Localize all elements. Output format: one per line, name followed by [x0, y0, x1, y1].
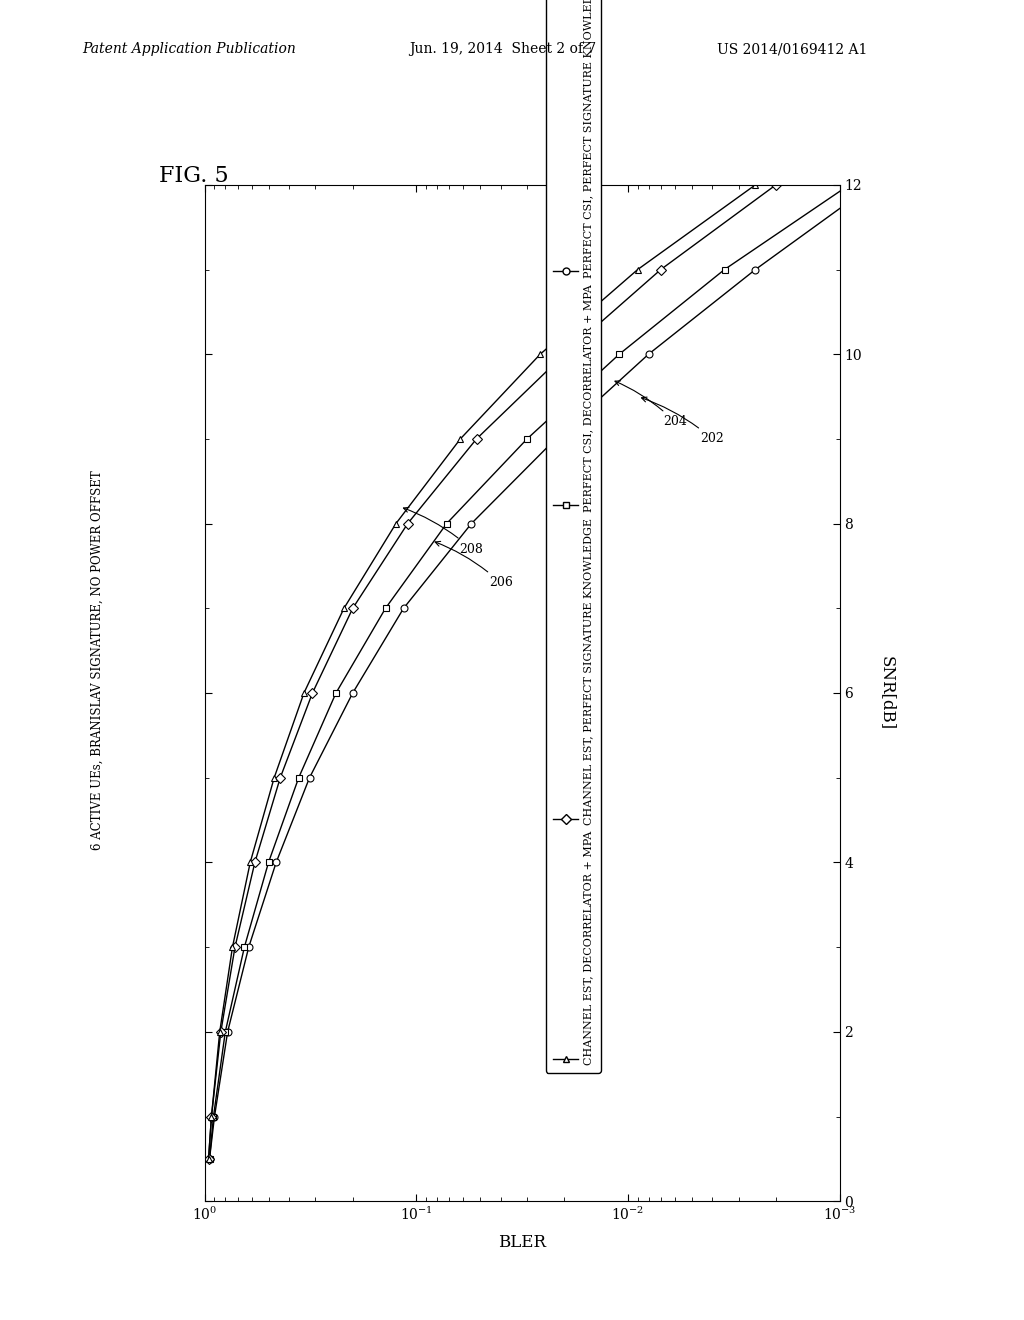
- PERFECT CSI, PERFECT SIGNATURE KNOWLEDGE: [303, 770, 315, 785]
- PERFECT CSI, PERFECT SIGNATURE KNOWLEDGE: [642, 346, 654, 362]
- Text: Jun. 19, 2014  Sheet 2 of 7: Jun. 19, 2014 Sheet 2 of 7: [410, 42, 597, 57]
- Text: 204: 204: [615, 381, 687, 429]
- Line: PERFECT CSI, PERFECT SIGNATURE KNOWLEDGE: PERFECT CSI, PERFECT SIGNATURE KNOWLEDGE: [206, 181, 876, 1163]
- PERFECT CSI, DECORRELATOR + MPA: [262, 854, 274, 870]
- Text: 6 ACTIVE UEs, BRANISLAV SIGNATURE, NO POWER OFFSET: 6 ACTIVE UEs, BRANISLAV SIGNATURE, NO PO…: [91, 470, 103, 850]
- PERFECT CSI, DECORRELATOR + MPA: [843, 177, 855, 193]
- Line: CHANNEL EST, PERFECT SIGNATURE KNOWLEDGE: CHANNEL EST, PERFECT SIGNATURE KNOWLEDGE: [205, 181, 779, 1163]
- Text: 206: 206: [435, 541, 513, 590]
- CHANNEL EST, DECORRELATOR + MPA: [226, 940, 239, 956]
- Text: 202: 202: [642, 397, 724, 445]
- PERFECT CSI, DECORRELATOR + MPA: [239, 940, 251, 956]
- PERFECT CSI, DECORRELATOR + MPA: [440, 516, 453, 532]
- PERFECT CSI, PERFECT SIGNATURE KNOWLEDGE: [465, 516, 477, 532]
- CHANNEL EST, PERFECT SIGNATURE KNOWLEDGE: [470, 430, 482, 446]
- Y-axis label: SNR[dB]: SNR[dB]: [879, 656, 896, 730]
- PERFECT CSI, DECORRELATOR + MPA: [204, 1151, 216, 1167]
- PERFECT CSI, DECORRELATOR + MPA: [719, 261, 731, 277]
- X-axis label: BLER: BLER: [499, 1234, 546, 1251]
- PERFECT CSI, PERFECT SIGNATURE KNOWLEDGE: [866, 177, 879, 193]
- CHANNEL EST, DECORRELATOR + MPA: [298, 685, 310, 701]
- CHANNEL EST, DECORRELATOR + MPA: [390, 516, 402, 532]
- CHANNEL EST, PERFECT SIGNATURE KNOWLEDGE: [558, 346, 570, 362]
- CHANNEL EST, PERFECT SIGNATURE KNOWLEDGE: [274, 770, 287, 785]
- PERFECT CSI, DECORRELATOR + MPA: [613, 346, 626, 362]
- CHANNEL EST, DECORRELATOR + MPA: [203, 1151, 215, 1167]
- PERFECT CSI, PERFECT SIGNATURE KNOWLEDGE: [221, 1024, 233, 1040]
- CHANNEL EST, PERFECT SIGNATURE KNOWLEDGE: [228, 940, 241, 956]
- PERFECT CSI, DECORRELATOR + MPA: [293, 770, 305, 785]
- Line: CHANNEL EST, DECORRELATOR + MPA: CHANNEL EST, DECORRELATOR + MPA: [205, 181, 759, 1163]
- PERFECT CSI, DECORRELATOR + MPA: [207, 1109, 219, 1125]
- Line: PERFECT CSI, DECORRELATOR + MPA: PERFECT CSI, DECORRELATOR + MPA: [206, 181, 853, 1163]
- CHANNEL EST, DECORRELATOR + MPA: [632, 261, 644, 277]
- Text: FIG. 5: FIG. 5: [159, 165, 228, 187]
- PERFECT CSI, PERFECT SIGNATURE KNOWLEDGE: [750, 261, 762, 277]
- CHANNEL EST, DECORRELATOR + MPA: [750, 177, 762, 193]
- PERFECT CSI, PERFECT SIGNATURE KNOWLEDGE: [270, 854, 283, 870]
- CHANNEL EST, PERFECT SIGNATURE KNOWLEDGE: [401, 516, 414, 532]
- PERFECT CSI, PERFECT SIGNATURE KNOWLEDGE: [397, 601, 410, 616]
- Text: US 2014/0169412 A1: US 2014/0169412 A1: [717, 42, 867, 57]
- CHANNEL EST, DECORRELATOR + MPA: [214, 1024, 226, 1040]
- CHANNEL EST, DECORRELATOR + MPA: [244, 854, 256, 870]
- CHANNEL EST, PERFECT SIGNATURE KNOWLEDGE: [215, 1024, 227, 1040]
- PERFECT CSI, PERFECT SIGNATURE KNOWLEDGE: [208, 1109, 220, 1125]
- CHANNEL EST, PERFECT SIGNATURE KNOWLEDGE: [770, 177, 782, 193]
- PERFECT CSI, PERFECT SIGNATURE KNOWLEDGE: [243, 940, 255, 956]
- PERFECT CSI, PERFECT SIGNATURE KNOWLEDGE: [204, 1151, 216, 1167]
- PERFECT CSI, DECORRELATOR + MPA: [330, 685, 342, 701]
- CHANNEL EST, PERFECT SIGNATURE KNOWLEDGE: [306, 685, 318, 701]
- CHANNEL EST, DECORRELATOR + MPA: [206, 1109, 218, 1125]
- PERFECT CSI, DECORRELATOR + MPA: [521, 430, 534, 446]
- Legend: PERFECT CSI, PERFECT SIGNATURE KNOWLEDGE, PERFECT CSI, DECORRELATOR + MPA, CHANN: PERFECT CSI, PERFECT SIGNATURE KNOWLEDGE…: [546, 0, 600, 1073]
- CHANNEL EST, PERFECT SIGNATURE KNOWLEDGE: [203, 1151, 215, 1167]
- CHANNEL EST, DECORRELATOR + MPA: [268, 770, 281, 785]
- PERFECT CSI, PERFECT SIGNATURE KNOWLEDGE: [346, 685, 358, 701]
- CHANNEL EST, PERFECT SIGNATURE KNOWLEDGE: [249, 854, 261, 870]
- CHANNEL EST, DECORRELATOR + MPA: [455, 430, 467, 446]
- PERFECT CSI, DECORRELATOR + MPA: [219, 1024, 231, 1040]
- CHANNEL EST, PERFECT SIGNATURE KNOWLEDGE: [206, 1109, 218, 1125]
- PERFECT CSI, PERFECT SIGNATURE KNOWLEDGE: [550, 430, 562, 446]
- CHANNEL EST, DECORRELATOR + MPA: [535, 346, 547, 362]
- Text: Patent Application Publication: Patent Application Publication: [82, 42, 296, 57]
- CHANNEL EST, DECORRELATOR + MPA: [338, 601, 350, 616]
- PERFECT CSI, DECORRELATOR + MPA: [379, 601, 391, 616]
- CHANNEL EST, PERFECT SIGNATURE KNOWLEDGE: [346, 601, 358, 616]
- Text: 208: 208: [403, 507, 483, 556]
- CHANNEL EST, PERFECT SIGNATURE KNOWLEDGE: [654, 261, 667, 277]
